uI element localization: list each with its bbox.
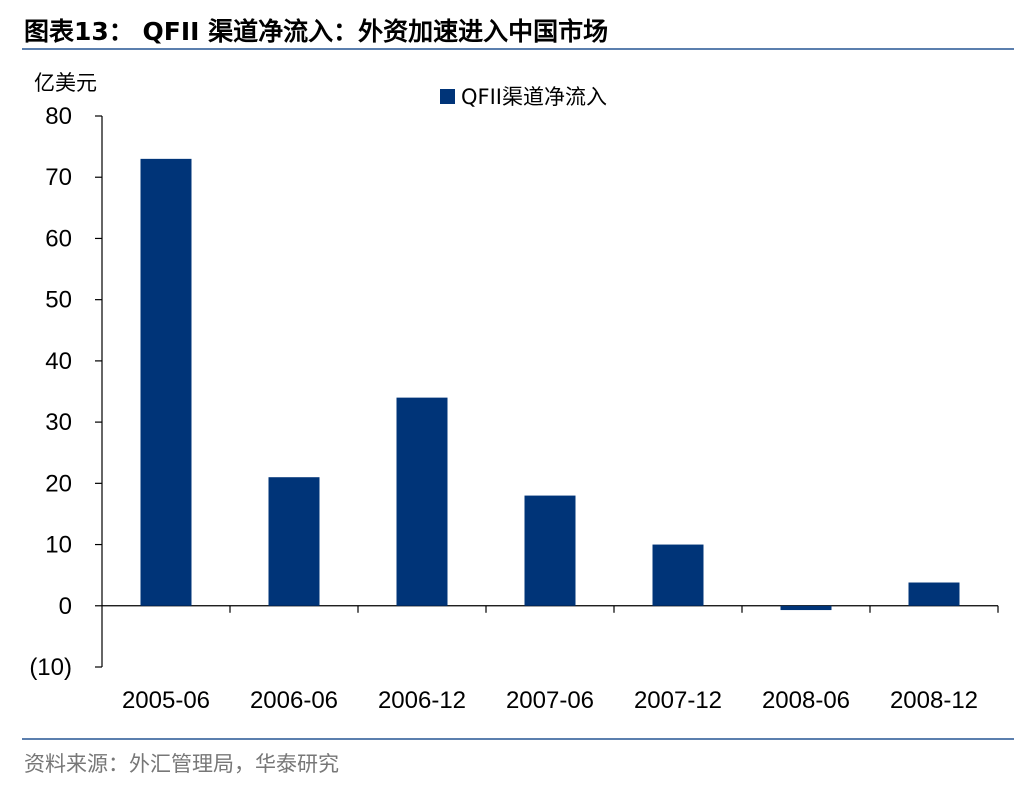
- y-tick-label: 40: [45, 348, 72, 375]
- x-tick-label: 2005-06: [122, 687, 210, 714]
- source-divider: [22, 738, 1014, 740]
- legend-label: QFII渠道净流入: [461, 85, 607, 109]
- y-tick-label: 20: [45, 470, 72, 497]
- x-tick-label: 2006-12: [378, 687, 466, 714]
- x-tick-label: 2007-12: [634, 687, 722, 714]
- y-tick-label: 60: [45, 225, 72, 252]
- x-tick-label: 2008-06: [762, 687, 850, 714]
- y-tick-label: 30: [45, 409, 72, 436]
- bar-2008-06: [780, 605, 832, 611]
- x-tick-label: 2006-06: [250, 687, 338, 714]
- legend: QFII渠道净流入: [440, 85, 607, 109]
- bar-2006-06: [268, 477, 320, 606]
- axis-layer: (10) 0 10 20 30 40 50 60 70 80 2005-06 2006-06 2006-…: [29, 103, 999, 714]
- y-tick-label: 0: [59, 593, 72, 620]
- title-divider: [22, 48, 1014, 50]
- x-tick-label: 2008-12: [890, 687, 978, 714]
- y-tick-label: 10: [45, 532, 72, 559]
- bar-2007-12: [652, 544, 704, 606]
- bar-chart: 亿美元 (10) 0 10 20 30 40 50 60 70 80 2005-06 2006-06 2…: [29, 71, 999, 714]
- source-note: 资料来源：外汇管理局，华泰研究: [24, 752, 339, 776]
- page-title: 图表13： QFII 渠道净流入：外资加速进入中国市场: [24, 17, 609, 46]
- bar-2007-06: [524, 495, 576, 606]
- bar-2006-12: [396, 397, 448, 606]
- y-tick-label: 80: [45, 103, 72, 130]
- bar-2008-12: [908, 582, 960, 606]
- legend-swatch: [440, 89, 455, 104]
- y-axis-unit-label: 亿美元: [34, 71, 97, 95]
- bar-2005-06: [140, 158, 192, 606]
- y-tick-label: 70: [45, 164, 72, 191]
- x-tick-label: 2007-06: [506, 687, 594, 714]
- y-tick-label: 50: [45, 287, 72, 314]
- y-tick-label: (10): [29, 654, 72, 681]
- bars-layer: [140, 158, 960, 611]
